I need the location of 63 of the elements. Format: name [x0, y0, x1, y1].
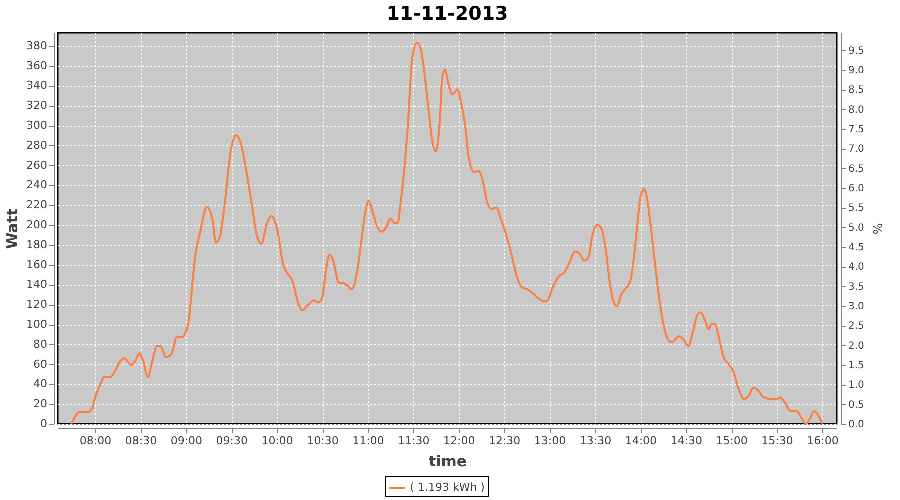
y-tick-label: 180 — [26, 238, 48, 252]
x-tick-label: 10:30 — [307, 434, 339, 448]
chart-title: 11-11-2013 — [386, 3, 508, 25]
line-series — [70, 42, 824, 425]
x-tick-label: 14:30 — [670, 434, 702, 448]
y2-tick-label: 8.0 — [848, 104, 864, 116]
x-tick-label: 11:00 — [352, 434, 384, 448]
y2-tick-label: 4.5 — [848, 242, 864, 254]
y2-tick-label: 3.0 — [848, 301, 864, 312]
y2-tick-label: 7.5 — [848, 124, 864, 136]
y-tick-label: 240 — [26, 178, 48, 192]
y2-tick-label: 5.0 — [848, 222, 864, 234]
y2-tick-label: 4.0 — [848, 262, 864, 274]
y-tick-label: 160 — [26, 258, 48, 272]
x-tick-label: 14:00 — [625, 434, 658, 448]
y2-tick-label: 6.5 — [848, 164, 864, 175]
y-tick-label: 280 — [26, 138, 48, 152]
y-tick-label: 340 — [26, 79, 48, 92]
y2-tick-label: 2.5 — [848, 321, 864, 332]
y2-tick-label: 0.5 — [848, 400, 864, 411]
x-tick-label: 16:00 — [807, 434, 839, 448]
y-tick-label: 120 — [26, 298, 48, 312]
x-tick-label: 08:30 — [125, 434, 158, 448]
y-tick-label: 220 — [26, 198, 48, 212]
y-tick-label: 20 — [34, 398, 48, 411]
y-tick-label: 320 — [26, 99, 48, 112]
y-tick-label: 0 — [40, 418, 48, 430]
y2-tick-label: 7.0 — [848, 144, 864, 156]
x-tick-label: 10:00 — [262, 434, 294, 448]
y2-tick-label: 9.5 — [848, 46, 864, 57]
x-tick-label: 15:30 — [762, 434, 794, 448]
y2-tick-label: 5.5 — [848, 203, 864, 214]
y-tick-label: 60 — [34, 358, 48, 371]
x-tick-label: 08:00 — [80, 434, 112, 448]
y-tick-label: 40 — [34, 378, 48, 391]
y2-axis-title: % — [870, 223, 884, 235]
y-tick-label: 260 — [26, 158, 48, 172]
x-tick-label: 09:30 — [216, 434, 248, 448]
y-tick-label: 140 — [26, 278, 48, 292]
legend-label: ( 1.193 kWh ) — [410, 481, 485, 494]
x-tick-label: 09:00 — [170, 434, 203, 448]
x-tick-label: 13:00 — [534, 434, 566, 448]
y2-tick-label: 0.0 — [848, 420, 864, 430]
y2-tick-label: 6.0 — [848, 183, 864, 194]
y2-tick-label: 2.0 — [848, 340, 864, 352]
y-tick-label: 300 — [26, 119, 48, 132]
y2-tick-label: 3.5 — [848, 282, 864, 293]
x-tick-label: 12:30 — [488, 434, 521, 448]
y-tick-label: 360 — [26, 59, 48, 72]
y2-tick-label: 1.5 — [848, 360, 864, 372]
x-tick-label: 11:30 — [398, 434, 430, 448]
y-tick-label: 100 — [26, 318, 48, 332]
y2-tick-label: 1.0 — [848, 380, 864, 392]
y-tick-label: 200 — [26, 218, 48, 232]
x-tick-label: 13:30 — [580, 434, 612, 448]
y2-tick-label: 9.0 — [848, 65, 864, 76]
y-tick-label: 380 — [26, 39, 48, 52]
y-axis-title: Watt — [4, 208, 22, 250]
y2-tick-label: 8.5 — [848, 85, 864, 96]
y-tick-label: 80 — [34, 338, 48, 351]
x-axis-title: time — [428, 452, 468, 470]
x-tick-label: 12:00 — [444, 434, 476, 448]
x-tick-label: 15:00 — [716, 434, 748, 448]
